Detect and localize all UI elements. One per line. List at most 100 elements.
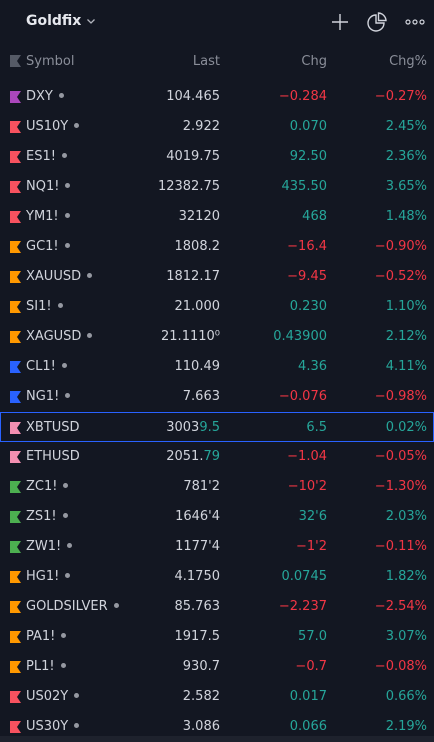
symbol-name: NQ1!: [26, 179, 60, 194]
change-cell: 6.5: [306, 420, 327, 435]
symbol-cell: ZW1!: [26, 539, 73, 554]
flag-icon[interactable]: [10, 331, 21, 343]
table-row[interactable]: GOLDSILVER 85.763 −2.237 −2.54%: [0, 592, 434, 622]
last-price: 2051.: [166, 449, 204, 464]
flag-icon[interactable]: [10, 301, 21, 313]
last-price: 1177'4: [175, 539, 220, 554]
last-price: 4019.75: [166, 149, 220, 164]
flag-icon[interactable]: [10, 661, 21, 673]
flag-icon[interactable]: [10, 422, 21, 434]
more-icon[interactable]: [404, 11, 426, 33]
last-price: 3003: [166, 420, 200, 435]
table-row[interactable]: SI1! 21.000 0.230 1.10%: [0, 292, 434, 322]
flag-icon[interactable]: [10, 151, 21, 163]
symbol-name: PA1!: [26, 629, 56, 644]
flag-icon[interactable]: [10, 511, 21, 523]
table-row[interactable]: ZS1! 1646'4 32'6 2.03%: [0, 502, 434, 532]
table-row[interactable]: NQ1! 12382.75 435.50 3.65%: [0, 172, 434, 202]
change-cell: 92.50: [289, 149, 327, 164]
flag-icon[interactable]: [10, 691, 21, 703]
table-row[interactable]: PA1! 1917.5 57.0 3.07%: [0, 622, 434, 652]
last-price-cell: 4.1750: [175, 569, 221, 584]
change-percent-cell: 3.65%: [385, 179, 427, 194]
last-price: 930.7: [182, 659, 220, 674]
symbol-name: NG1!: [26, 389, 60, 404]
symbol-cell: PA1!: [26, 629, 67, 644]
table-row[interactable]: ES1! 4019.75 92.50 2.36%: [0, 142, 434, 172]
change-cell: 0.070: [289, 119, 327, 134]
last-price-cell: 781'2: [183, 479, 220, 494]
symbol-cell: XAUUSD: [26, 269, 93, 284]
last-price-highlight: 9.5: [199, 420, 220, 435]
watchlist-title-button[interactable]: Goldfix: [26, 13, 96, 29]
symbol-name: XAGUSD: [26, 329, 82, 344]
watchlist-title: Goldfix: [26, 13, 82, 29]
table-row[interactable]: ETHUSD 2051.79 −1.04 −0.05%: [0, 442, 434, 472]
symbol-name: YM1!: [26, 209, 59, 224]
last-price-cell: 1812.17: [166, 269, 220, 284]
last-price: 3.086: [182, 719, 220, 734]
flag-icon[interactable]: [10, 451, 21, 463]
table-row[interactable]: NG1! 7.663 −0.076 −0.98%: [0, 382, 434, 412]
flag-icon[interactable]: [10, 571, 21, 583]
flag-icon[interactable]: [10, 271, 21, 283]
column-chg[interactable]: Chg: [301, 54, 327, 69]
table-row[interactable]: DXY 104.465 −0.284 −0.27%: [0, 82, 434, 112]
table-row[interactable]: PL1! 930.7 −0.7 −0.08%: [0, 652, 434, 682]
table-row[interactable]: XAGUSD 21.1110⁰ 0.43900 2.12%: [0, 322, 434, 352]
change-percent-cell: −0.11%: [374, 539, 427, 554]
flag-icon[interactable]: [10, 91, 21, 103]
change-cell: −9.45: [287, 269, 327, 284]
change-cell: 57.0: [298, 629, 327, 644]
table-row[interactable]: GC1! 1808.2 −16.4 −0.90%: [0, 232, 434, 262]
table-row[interactable]: YM1! 32120 468 1.48%: [0, 202, 434, 232]
scrollbar[interactable]: [0, 736, 434, 742]
last-price-cell: 1808.2: [175, 239, 221, 254]
flag-icon[interactable]: [10, 631, 21, 643]
pie-chart-icon[interactable]: [366, 11, 388, 33]
symbol-cell: US10Y: [26, 119, 80, 134]
table-row[interactable]: US02Y 2.582 0.017 0.66%: [0, 682, 434, 712]
flag-icon[interactable]: [10, 481, 21, 493]
table-row[interactable]: US30Y 3.086 0.066 2.19%: [0, 712, 434, 742]
symbol-name: XBTUSD: [26, 420, 80, 435]
table-row[interactable]: CL1! 110.49 4.36 4.11%: [0, 352, 434, 382]
table-row[interactable]: XBTUSD 30039.5 6.5 0.02%: [0, 412, 434, 442]
last-price-cell: 21.000: [175, 299, 221, 314]
symbol-name: CL1!: [26, 359, 56, 374]
flag-icon[interactable]: [10, 361, 21, 373]
flag-icon[interactable]: [10, 55, 21, 67]
last-price-cell: 1917.5: [175, 629, 221, 644]
column-symbol[interactable]: Symbol: [26, 54, 75, 69]
market-status-dot-icon: [64, 243, 70, 248]
table-row[interactable]: ZW1! 1177'4 −1'2 −0.11%: [0, 532, 434, 562]
table-row[interactable]: XAUUSD 1812.17 −9.45 −0.52%: [0, 262, 434, 292]
change-percent-cell: −1.30%: [374, 479, 427, 494]
market-status-dot-icon: [61, 153, 67, 158]
flag-icon[interactable]: [10, 121, 21, 133]
flag-icon[interactable]: [10, 601, 21, 613]
last-price: 104.465: [166, 89, 220, 104]
flag-icon[interactable]: [10, 541, 21, 553]
table-row[interactable]: ZC1! 781'2 −10'2 −1.30%: [0, 472, 434, 502]
change-percent-cell: −0.98%: [374, 389, 427, 404]
last-price: 21.000: [174, 299, 221, 314]
flag-icon[interactable]: [10, 211, 21, 223]
last-price: 32120: [178, 209, 220, 224]
market-status-dot-icon: [61, 633, 67, 638]
flag-icon[interactable]: [10, 391, 21, 403]
table-row[interactable]: US10Y 2.922 0.070 2.45%: [0, 112, 434, 142]
market-status-dot-icon: [74, 693, 80, 698]
column-chgp[interactable]: Chg%: [389, 54, 427, 69]
flag-icon[interactable]: [10, 241, 21, 253]
flag-icon[interactable]: [10, 181, 21, 193]
table-row[interactable]: HG1! 4.1750 0.0745 1.82%: [0, 562, 434, 592]
column-last[interactable]: Last: [192, 54, 220, 69]
last-price: 4.1750: [174, 569, 221, 584]
last-price-cell: 30039.5: [166, 420, 220, 435]
symbol-cell: YM1!: [26, 209, 70, 224]
flag-icon[interactable]: [10, 721, 21, 733]
plus-icon[interactable]: [329, 11, 351, 33]
last-price-cell: 3.086: [183, 719, 220, 734]
market-status-dot-icon: [63, 483, 69, 488]
